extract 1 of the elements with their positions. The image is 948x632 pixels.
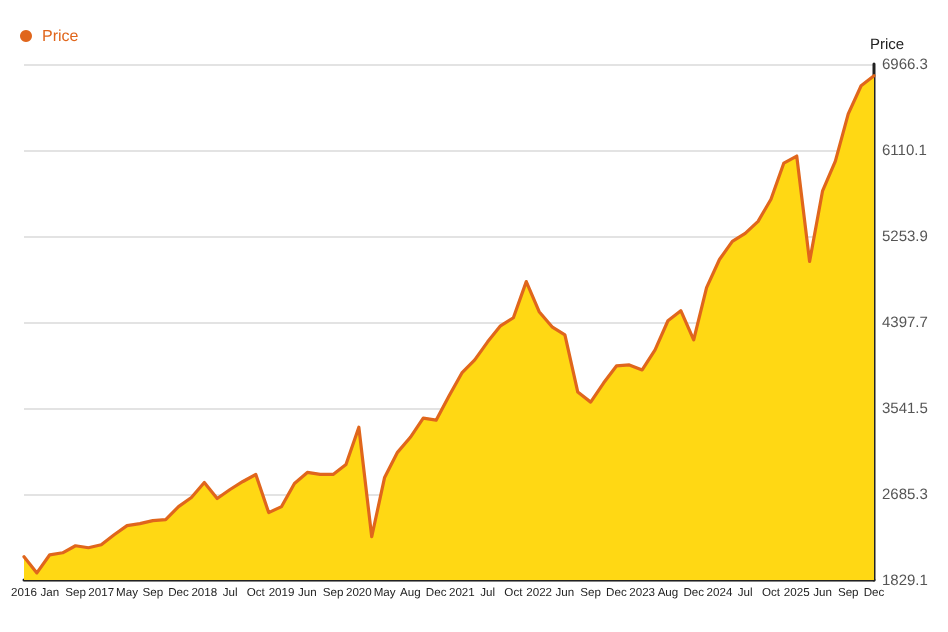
legend-label: Price bbox=[42, 27, 80, 45]
